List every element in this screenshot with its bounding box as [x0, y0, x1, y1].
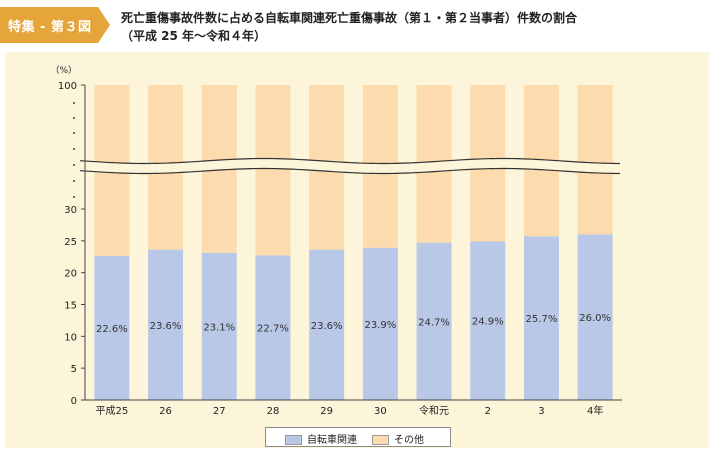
figure-badge-tip — [98, 7, 110, 43]
x-tick-label-6: 令和元 — [419, 404, 449, 417]
data-label-1: 23.6% — [150, 321, 182, 332]
chart-title: 死亡重傷事故件数に占める自転車関連死亡重傷事故（第１・第２当事者）件数の割合 （… — [121, 9, 577, 45]
y-tick-label-3: 15 — [64, 301, 77, 312]
bar-other-9 — [577, 85, 613, 235]
y-elision-dot-4 — [73, 164, 75, 166]
data-label-7: 24.9% — [472, 317, 504, 328]
y-elision-dot-5 — [73, 180, 75, 182]
y-tick-label-0: 0 — [71, 396, 77, 407]
bar-bicycle-3 — [255, 255, 291, 400]
data-label-9: 26.0% — [579, 313, 611, 324]
data-label-2: 23.1% — [203, 322, 235, 333]
y-tick-label-5: 25 — [64, 237, 77, 248]
legend-label-other: その他 — [394, 435, 424, 446]
bar-other-3 — [255, 85, 291, 256]
y-unit-label: （%） — [50, 65, 77, 76]
header: 特集 - 第３図 死亡重傷事故件数に占める自転車関連死亡重傷事故（第１・第２当事… — [0, 0, 714, 52]
x-tick-label-1: 26 — [159, 406, 172, 417]
x-tick-label-2: 27 — [213, 406, 226, 417]
bar-bicycle-1 — [148, 249, 184, 400]
axis-break-line-bottom — [79, 167, 621, 175]
chart-title-line2: （平成 25 年～令和４年） — [121, 29, 267, 43]
data-label-0: 22.6% — [96, 324, 128, 335]
figure-badge — [0, 7, 98, 43]
legend-label-bicycle: 自転車関連 — [307, 435, 357, 446]
data-label-3: 22.7% — [257, 324, 289, 335]
x-tick-label-0: 平成25 — [95, 405, 128, 417]
data-label-6: 24.7% — [418, 317, 450, 328]
x-tick-label-3: 28 — [267, 406, 280, 417]
figure-badge-label: 特集 - 第３図 — [8, 20, 92, 35]
y-elision-dot-3 — [73, 148, 75, 150]
legend: 自転車関連 その他 — [265, 427, 451, 447]
y-elision-dot-6 — [73, 196, 75, 198]
bar-bicycle-0 — [94, 256, 130, 400]
chart-title-line1: 死亡重傷事故件数に占める自転車関連死亡重傷事故（第１・第２当事者）件数の割合 — [121, 11, 578, 25]
data-label-5: 23.9% — [364, 320, 396, 331]
y-tick-label-6: 30 — [64, 205, 77, 216]
x-tick-label-9: 4年 — [587, 404, 603, 417]
x-tick-label-5: 30 — [374, 406, 387, 417]
x-tick-label-8: 3 — [538, 406, 544, 417]
x-tick-label-7: 2 — [485, 406, 491, 417]
legend-item-other: その他 — [372, 431, 424, 446]
legend-item-bicycle: 自転車関連 — [285, 431, 357, 446]
axis-break-line-top — [79, 157, 621, 165]
y-tick-label-1: 5 — [71, 364, 77, 375]
bar-bicycle-4 — [309, 249, 345, 400]
y-elision-dot-0 — [73, 102, 75, 104]
data-label-8: 25.7% — [526, 314, 558, 325]
bar-bicycle-6 — [416, 242, 452, 400]
legend-swatch-bicycle — [285, 435, 302, 445]
data-label-4: 23.6% — [311, 321, 343, 332]
y-elision-dot-1 — [73, 117, 75, 119]
y-elision-dot-2 — [73, 132, 75, 134]
bar-bicycle-8 — [523, 236, 559, 400]
bar-bicycle-2 — [201, 252, 237, 400]
bar-bicycle-7 — [470, 241, 506, 400]
y-tick-label-top: 100 — [58, 81, 77, 92]
bar-bicycle-5 — [362, 247, 398, 400]
x-tick-label-4: 29 — [320, 406, 333, 417]
bar-bicycle-9 — [577, 234, 613, 400]
y-tick-label-4: 20 — [64, 269, 77, 280]
legend-swatch-other — [372, 435, 389, 445]
y-tick-label-2: 10 — [64, 332, 77, 343]
